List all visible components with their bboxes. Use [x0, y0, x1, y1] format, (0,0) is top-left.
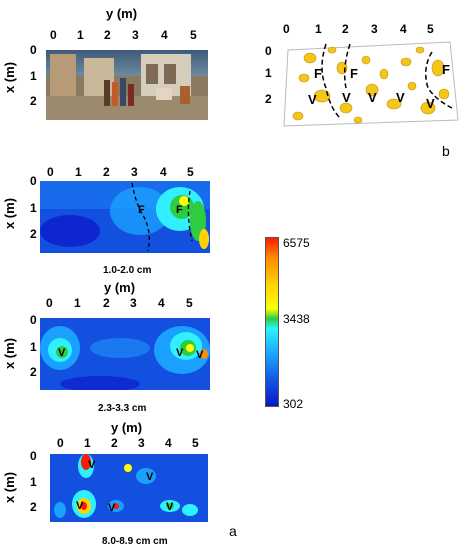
- x-tick: 0: [30, 313, 37, 327]
- y-tick: 4: [165, 436, 172, 450]
- void-mark: V: [146, 471, 154, 483]
- gpr-slice-3: V V V V V: [50, 454, 208, 522]
- isosurface-3d: F F F V V V V V: [283, 41, 459, 127]
- void-mark: V: [108, 502, 116, 514]
- void-mark: V: [368, 90, 377, 105]
- x-tick: 0: [30, 43, 37, 57]
- y-tick: 0: [50, 28, 57, 42]
- fault-mark: F: [176, 204, 183, 216]
- y-tick: 0: [57, 436, 64, 450]
- x-tick: 2: [30, 227, 37, 241]
- slice1-x-axis-label: x (m): [2, 197, 18, 230]
- y-tick: 2: [103, 296, 110, 310]
- y-tick: 3: [132, 28, 139, 42]
- x-tick: 2: [30, 94, 37, 108]
- y-tick: 2: [104, 28, 111, 42]
- y-tick: 4: [400, 22, 407, 36]
- x-tick: 2: [265, 92, 272, 106]
- y-tick: 1: [75, 165, 82, 179]
- y-tick: 5: [190, 28, 197, 42]
- x-tick: 1: [30, 340, 37, 354]
- gpr-slice-1: F F: [40, 181, 210, 253]
- y-tick: 2: [342, 22, 349, 36]
- void-mark: V: [308, 92, 317, 107]
- slice2-x-axis-label: x (m): [2, 337, 18, 370]
- photo-y-axis-label: y (m): [106, 6, 138, 21]
- y-tick: 1: [74, 296, 81, 310]
- void-mark: V: [176, 347, 184, 359]
- x-tick: 2: [30, 500, 37, 514]
- slice3-y-axis-label: y (m): [111, 420, 143, 435]
- y-tick: 0: [46, 296, 53, 310]
- x-tick: 0: [30, 174, 37, 188]
- x-tick: 0: [265, 44, 272, 58]
- void-mark: V: [426, 96, 435, 111]
- y-tick: 1: [77, 28, 84, 42]
- y-tick: 5: [187, 165, 194, 179]
- colorbar-min: 302: [283, 397, 304, 411]
- void-mark: V: [76, 500, 84, 512]
- slice3-x-axis-label: x (m): [2, 471, 18, 504]
- y-tick: 3: [371, 22, 378, 36]
- x-tick: 2: [30, 365, 37, 379]
- x-tick: 1: [265, 66, 272, 80]
- y-tick: 0: [47, 165, 54, 179]
- y-tick: 3: [131, 165, 138, 179]
- fault-mark: F: [442, 62, 450, 77]
- y-tick: 4: [160, 165, 167, 179]
- y-tick: 3: [130, 296, 137, 310]
- slice3-depth-label: 8.0-8.9 cm cm: [102, 536, 168, 547]
- fault-mark: F: [138, 204, 145, 216]
- y-tick: 1: [84, 436, 91, 450]
- panel-a-letter: a: [229, 523, 237, 539]
- void-mark: V: [196, 349, 204, 361]
- void-mark: V: [88, 459, 96, 471]
- fault-mark: F: [314, 66, 322, 81]
- photo-x-axis-label: x (m): [2, 61, 18, 94]
- gpr-slice-2: V V V: [40, 318, 210, 390]
- void-mark: V: [396, 90, 405, 105]
- y-tick: 0: [283, 22, 290, 36]
- x-tick: 1: [30, 201, 37, 215]
- void-mark: V: [342, 90, 351, 105]
- y-tick: 5: [186, 296, 193, 310]
- y-tick: 4: [158, 296, 165, 310]
- colorbar-mid: 3438: [283, 312, 310, 326]
- void-mark: V: [166, 501, 174, 513]
- y-tick: 2: [111, 436, 118, 450]
- y-tick: 5: [192, 436, 199, 450]
- y-tick: 2: [103, 165, 110, 179]
- x-tick: 0: [30, 449, 37, 463]
- colorbar-max: 6575: [283, 236, 310, 250]
- slice2-y-axis-label: y (m): [104, 280, 136, 295]
- y-tick: 3: [138, 436, 145, 450]
- slice1-depth-label: 1.0-2.0 cm: [103, 265, 152, 276]
- x-tick: 1: [30, 69, 37, 83]
- void-mark: V: [58, 347, 66, 359]
- x-tick: 1: [30, 475, 37, 489]
- y-tick: 1: [315, 22, 322, 36]
- colorbar: [265, 237, 279, 407]
- fresco-photo: [46, 50, 208, 120]
- y-tick: 4: [161, 28, 168, 42]
- slice2-depth-label: 2.3-3.3 cm: [98, 403, 147, 414]
- panel-b-letter: b: [442, 143, 450, 159]
- fault-mark: F: [350, 66, 358, 81]
- y-tick: 5: [427, 22, 434, 36]
